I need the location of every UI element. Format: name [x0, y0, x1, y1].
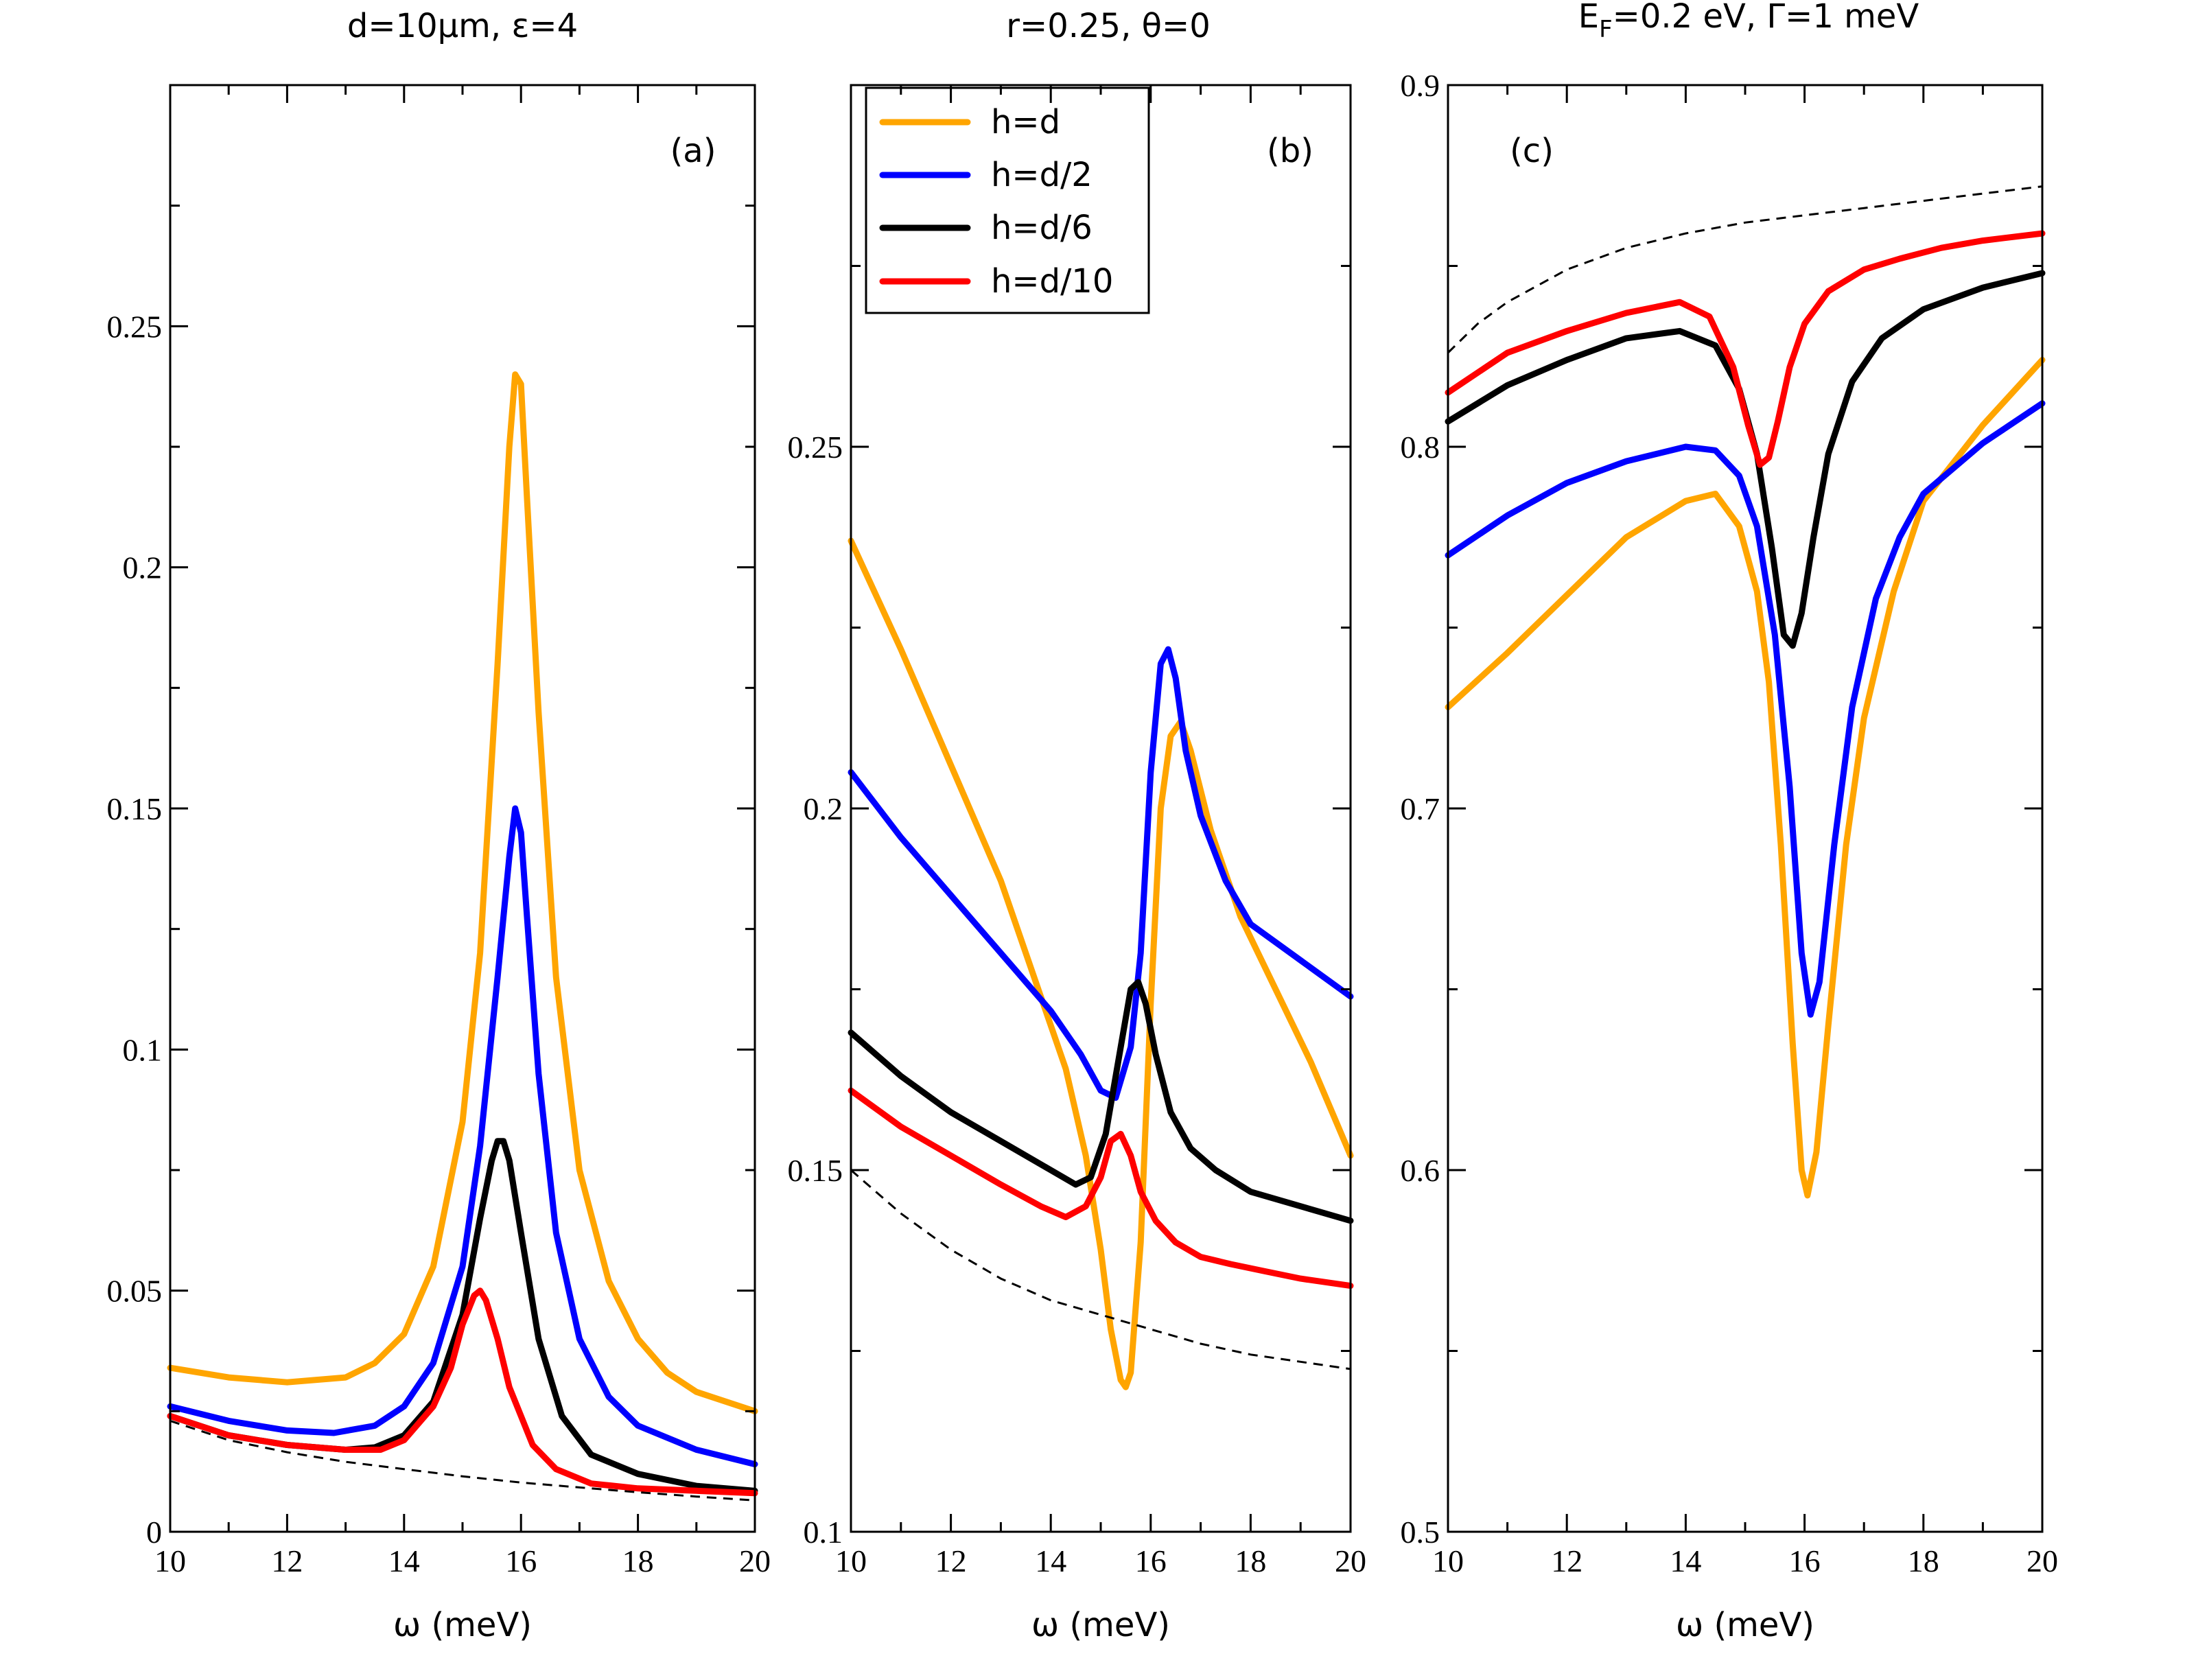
panel-c-ytick-label: 0.5 — [1401, 1515, 1440, 1550]
panel-c-ytick-label: 0.9 — [1401, 68, 1440, 103]
legend-label-h-d10: h=d/10 — [991, 262, 1113, 301]
panel-a-letter: (a) — [670, 132, 716, 170]
panel-a-ytick-label: 0.2 — [123, 550, 163, 585]
panel-c-xtick-label: 20 — [2026, 1543, 2058, 1578]
panel-a-xtick-label: 14 — [388, 1543, 420, 1578]
panel-a-ytick-label: 0.25 — [107, 309, 163, 344]
legend-label-h-d: h=d — [991, 103, 1060, 141]
panel-c-xtick-label: 18 — [1908, 1543, 1939, 1578]
panel-b-series-h-d10 — [848, 1087, 1354, 1290]
legend-label-h-d6: h=d/6 — [991, 209, 1093, 247]
panel-b-series-h-d6 — [848, 979, 1354, 1224]
panel-c-series-h-d2 — [1445, 400, 2046, 1018]
panel-a-xtick-label: 16 — [505, 1543, 537, 1578]
panel-b-xlabel: ω (meV) — [1031, 1606, 1170, 1644]
panel-c-xtick-label: 16 — [1789, 1543, 1821, 1578]
panel-b-title: r=0.25, θ=0 — [1006, 7, 1210, 45]
panel-a-ytick-label: 0.1 — [123, 1032, 163, 1067]
legend: h=d h=d/2 h=d/6 h=d/10 — [865, 86, 1150, 314]
panel-b-ytick-label: 0.1 — [804, 1515, 843, 1550]
panel-c-series-h-d10 — [1445, 230, 2046, 468]
panel-c-title-main: E — [1578, 0, 1599, 36]
panel-c-letter: (c) — [1510, 132, 1554, 170]
panel-b-ytick-label: 0.15 — [788, 1153, 843, 1188]
panel-a-ytick-label: 0.05 — [107, 1274, 163, 1309]
panel-b-xtick-label: 20 — [1335, 1543, 1366, 1578]
panel-a-series-h-d2 — [167, 805, 758, 1468]
panel-a-xtick-label: 18 — [622, 1543, 654, 1578]
panel-c-series-h-d6 — [1445, 270, 2046, 649]
panel-c: EF=0.2 eV, Γ=1 meV 10 12 14 16 18 20 0.5 0.6 0.7… — [1401, 0, 2059, 1644]
panel-b-series-h-d2 — [848, 646, 1354, 1101]
panel-b-ytick-label: 0.2 — [804, 791, 843, 826]
panel-c-series-h-d — [1445, 357, 2046, 1199]
panel-b-xtick-label: 14 — [1035, 1543, 1066, 1578]
panel-a-series-reference — [170, 1419, 756, 1502]
panel-a-xlabel: ω (meV) — [393, 1606, 532, 1644]
panel-b-xtick-label: 16 — [1135, 1543, 1167, 1578]
panel-c-xlabel: ω (meV) — [1676, 1606, 1814, 1644]
panel-b-xtick-label: 10 — [835, 1543, 867, 1578]
panel-c-title-rest: =0.2 eV, Γ=1 meV — [1613, 0, 1919, 36]
panel-a-xtick-label: 10 — [154, 1543, 186, 1578]
panel-b-letter: (b) — [1267, 132, 1313, 170]
panel-a-xtick-label: 12 — [271, 1543, 303, 1578]
panel-a-ytick-label: 0 — [146, 1515, 162, 1550]
panel-a-series-h-d — [167, 371, 758, 1414]
panel-a-series-h-d10 — [167, 1287, 758, 1497]
panel-c-xtick-label: 10 — [1432, 1543, 1464, 1578]
panel-a-xtick-label: 20 — [739, 1543, 771, 1578]
panel-c-title: EF=0.2 eV, Γ=1 meV — [1578, 0, 1919, 43]
panel-b-xtick-label: 18 — [1235, 1543, 1266, 1578]
legend-label-h-d2: h=d/2 — [991, 156, 1093, 194]
panel-c-series-reference — [1447, 185, 2043, 354]
panel-b-series-reference — [850, 1169, 1351, 1370]
panel-c-ytick-label: 0.8 — [1401, 430, 1440, 465]
panel-c-xtick-label: 12 — [1551, 1543, 1582, 1578]
panel-a-ytick-label: 0.15 — [107, 791, 163, 826]
panel-b-ytick-label: 0.25 — [788, 430, 843, 465]
panel-a: d=10μm, ε=4 10 12 14 16 18 20 0 0.05 0.1 0.15 0.2 0… — [107, 7, 771, 1644]
panel-b-xtick-label: 12 — [935, 1543, 967, 1578]
panel-c-title-sub: F — [1599, 16, 1613, 43]
panel-b-series-h-d — [848, 537, 1354, 1390]
panel-c-xtick-label: 14 — [1670, 1543, 1701, 1578]
panel-b: r=0.25, θ=0 10 12 14 16 18 20 0.1 0.15 0.2 0.25 (b… — [788, 7, 1367, 1644]
panel-c-ytick-label: 0.6 — [1401, 1153, 1440, 1188]
legend-box — [865, 86, 1150, 314]
panel-a-title: d=10μm, ε=4 — [347, 7, 578, 45]
panel-c-ytick-label: 0.7 — [1401, 791, 1440, 826]
